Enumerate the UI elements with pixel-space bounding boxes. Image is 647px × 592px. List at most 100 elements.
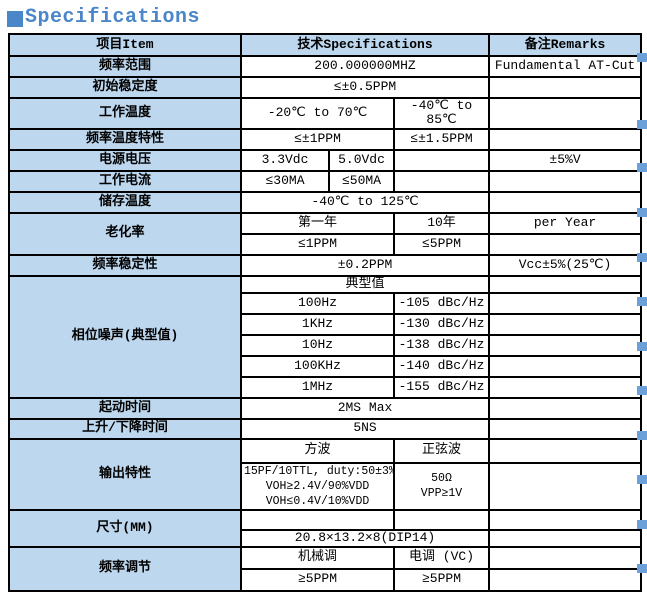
remark-cell [488, 461, 643, 511]
value-cell [392, 169, 491, 193]
value-cell: ≤1PPM [240, 232, 395, 256]
edge-mark-icon [637, 53, 647, 62]
value-cell: 2MS Max [239, 396, 491, 420]
square-wave-spec-cell: 15PF/10TTL, duty:50±3% VOH≥2.4V/90%VDD V… [240, 461, 395, 511]
freq-cell: 100KHz [240, 354, 395, 378]
value-cell: ≤5PPM [392, 232, 491, 256]
edge-mark-icon [637, 475, 647, 484]
freq-cell: 1KHz [240, 312, 395, 336]
value-cell: ≤±1.5PPM [392, 127, 491, 151]
row-storage-temperature: 储存温度 -40℃ to 125℃ [8, 190, 643, 214]
row-phase-noise-point: 10Hz -138 dBc/Hz [9, 333, 643, 357]
specifications-table: 项目Item 技术Specifications 备注Remarks 频率范围 2… [8, 33, 643, 592]
remark-cell: per Year [488, 211, 643, 235]
row-frequency-stability: 频率稳定性 ±0.2PPM Vcc±5%(25℃) [8, 253, 643, 277]
edge-mark-icon [637, 208, 647, 217]
value-cell: ≤30MA [240, 169, 330, 193]
row-supply-voltage: 电源电压 3.3Vdc 5.0Vdc ±5%V [8, 148, 643, 172]
row-phase-noise-point: 1MHz -155 dBc/Hz [9, 375, 643, 399]
row-operating-temperature: 工作温度 -20℃ to 70℃ -40℃ to 85℃ [8, 97, 643, 130]
edge-mark-icon [637, 163, 647, 172]
row-initial-stability: 初始稳定度 ≤±0.5PPM [8, 76, 643, 99]
value-cell: -140 dBc/Hz [392, 354, 491, 378]
value-cell: 机械调 [240, 545, 395, 570]
label-cell: 工作电流 [8, 169, 242, 193]
value-cell: -20℃ to 70℃ [240, 97, 395, 130]
value-cell: -130 dBc/Hz [392, 312, 491, 336]
row-phase-noise-header: 相位噪声(典型值) 典型值 [8, 274, 643, 399]
value-cell [392, 148, 491, 172]
value-cell [240, 508, 395, 531]
value-cell: 典型值 [239, 274, 491, 294]
value-cell: 第一年 [240, 211, 395, 235]
value-cell: 正弦波 [392, 437, 491, 464]
remark-cell [488, 232, 643, 256]
label-cell: 相位噪声(典型值) [8, 274, 242, 399]
value-cell: 5.0Vdc [328, 148, 395, 172]
edge-mark-icon [637, 564, 647, 573]
edge-mark-icon [637, 253, 647, 262]
edge-mark-icon [637, 520, 647, 529]
row-phase-noise-point: 100Hz -105 dBc/Hz [9, 291, 643, 315]
value-cell: -155 dBc/Hz [392, 375, 491, 399]
freq-cell: 10Hz [240, 333, 395, 357]
remark-cell [488, 567, 643, 592]
header-remark: 备注Remarks [488, 33, 643, 57]
label-cell: 输出特性 [8, 437, 242, 511]
remark-cell [488, 291, 643, 315]
remark-cell [488, 375, 643, 399]
output-line: 15PF/10TTL, duty:50±3% [244, 464, 394, 478]
page-title: Specifications [7, 3, 200, 31]
remark-cell [488, 190, 643, 214]
remark-cell [488, 97, 643, 130]
title-square-icon [7, 10, 23, 27]
remark-cell [488, 396, 643, 420]
header-spec: 技术Specifications [239, 33, 491, 57]
label-cell: 储存温度 [8, 190, 242, 214]
label-cell: 频率稳定性 [8, 253, 242, 277]
label-cell: 工作温度 [8, 97, 242, 130]
value-cell: 10年 [392, 211, 491, 235]
remark-cell [488, 169, 643, 193]
remark-cell: Fundamental AT-Cut [488, 55, 643, 78]
output-line: VOH≤0.4V/10%VDD [265, 494, 370, 508]
remark-cell [488, 528, 643, 548]
label-cell: 初始稳定度 [8, 76, 242, 99]
remark-cell [488, 127, 643, 151]
label-cell: 尺寸(MM) [8, 508, 242, 548]
value-cell: -40℃ to 85℃ [392, 97, 491, 130]
row-dimensions-2: 20.8×13.2×8(DIP14) [9, 528, 643, 548]
label-cell: 频率调节 [8, 545, 242, 592]
header-item: 项目Item [8, 33, 242, 57]
edge-mark-icon [637, 120, 647, 129]
row-frequency-range: 频率范围 200.000000MHZ Fundamental AT-Cut [8, 55, 643, 78]
value-cell: ≤±1PPM [240, 127, 395, 151]
value-cell: 电调 (VC) [392, 545, 491, 570]
label-cell: 电源电压 [8, 148, 242, 172]
value-cell: 200.000000MHZ [239, 55, 491, 78]
label-cell: 频率温度特性 [8, 127, 242, 151]
row-frequency-temperature: 频率温度特性 ≤±1PPM ≤±1.5PPM [8, 127, 643, 151]
remark-cell: Vcc±5%(25℃) [488, 253, 643, 277]
value-cell: ≥5PPM [240, 567, 395, 592]
remark-cell: ±5%V [488, 148, 643, 172]
row-dimensions-1: 尺寸(MM) [8, 508, 643, 548]
output-line: 50Ω [431, 472, 452, 486]
remark-cell [488, 333, 643, 357]
remark-cell [488, 545, 643, 570]
remark-cell [488, 312, 643, 336]
edge-mark-icon [637, 342, 647, 351]
row-phase-noise-point: 100KHz -140 dBc/Hz [9, 354, 643, 378]
row-rise-fall-time: 上升/下降时间 5NS [8, 417, 643, 440]
value-cell: 5NS [239, 417, 491, 440]
output-line: VOH≥2.4V/90%VDD [265, 479, 370, 493]
value-cell: -105 dBc/Hz [392, 291, 491, 315]
value-cell [392, 508, 491, 531]
value-cell: 20.8×13.2×8(DIP14) [239, 528, 491, 548]
label-cell: 上升/下降时间 [8, 417, 242, 440]
value-cell: -138 dBc/Hz [392, 333, 491, 357]
row-frequency-adjust-1: 频率调节 机械调 电调 (VC) [8, 545, 643, 592]
remark-cell [488, 274, 643, 294]
value-cell: ±0.2PPM [239, 253, 491, 277]
label-cell: 老化率 [8, 211, 242, 256]
